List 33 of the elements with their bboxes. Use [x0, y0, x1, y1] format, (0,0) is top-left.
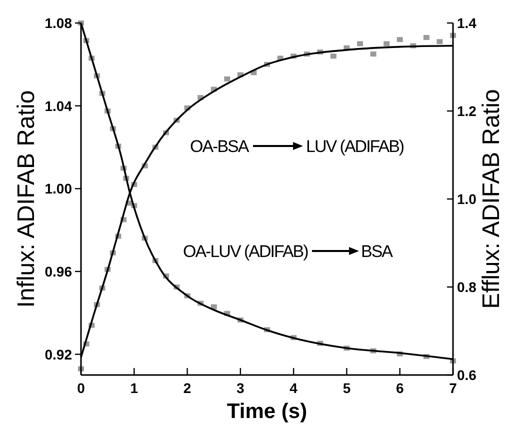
- x-axis-title: Time (s): [226, 400, 308, 423]
- x-tick-label: 3: [236, 380, 245, 396]
- point: [436, 39, 443, 44]
- x-tick-label: 4: [290, 380, 298, 396]
- point: [396, 37, 403, 42]
- y2-tick-label: 0.6: [457, 367, 477, 383]
- y-axis-title: Influx: ADIFAB Ratio: [13, 90, 40, 308]
- y-tick-label: 1.04: [44, 98, 72, 114]
- x-tick-label: 5: [342, 380, 351, 396]
- y-tick-label: 0.96: [44, 263, 72, 280]
- x-tick-label: 6: [396, 380, 404, 396]
- x-tick-label: 7: [449, 380, 458, 396]
- point: [224, 76, 230, 82]
- annotation: LUV (ADIFAB): [306, 137, 404, 156]
- x-tick-label: 1: [130, 380, 138, 396]
- y2-tick-label: 1.0: [457, 191, 477, 207]
- point: [357, 41, 363, 46]
- y-tick-label: 1.08: [44, 15, 72, 31]
- y2-tick-label: 1.2: [457, 103, 477, 119]
- y2-tick-label: 1.4: [457, 15, 477, 31]
- x-tick-label: 0: [77, 380, 86, 396]
- annotation: OA-LUV (ADIFAB): [183, 242, 308, 261]
- point: [370, 52, 376, 57]
- x-tick-label: 2: [183, 380, 192, 396]
- point: [384, 41, 390, 46]
- y-tick-label: 1.00: [44, 180, 72, 197]
- point: [423, 34, 430, 40]
- y2-tick-label: 0.8: [457, 279, 477, 295]
- point: [330, 54, 336, 59]
- y2-axis-title: Efflux: ADIFAB Ratio: [478, 89, 505, 309]
- y-tick-label: 0.92: [44, 346, 72, 362]
- annotation: OA-BSA: [190, 137, 250, 156]
- annotation: BSA: [361, 242, 394, 261]
